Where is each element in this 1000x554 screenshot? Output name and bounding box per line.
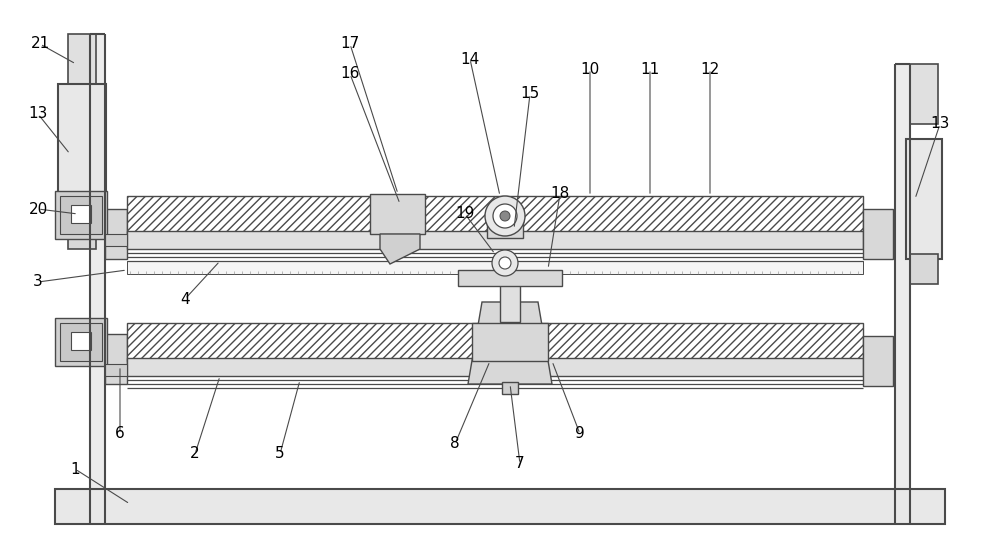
Bar [500,282,520,322]
Polygon shape [468,302,552,384]
Text: 20: 20 [28,202,48,217]
Bar [487,210,523,238]
Bar [863,336,893,386]
Circle shape [492,250,518,276]
Text: 12: 12 [700,61,720,76]
Bar [910,254,938,284]
Bar [472,323,548,361]
Circle shape [499,257,511,269]
Polygon shape [380,234,420,264]
Bar [105,364,127,376]
Text: 8: 8 [450,437,460,452]
Circle shape [500,211,510,221]
Bar [863,209,893,259]
Text: 6: 6 [115,427,125,442]
Bar [502,382,518,394]
Text: 2: 2 [190,447,200,461]
Bar [127,231,863,249]
Text: 1: 1 [70,461,80,476]
Text: 19: 19 [455,207,475,222]
Bar [370,194,425,234]
Text: 11: 11 [640,61,660,76]
Bar [55,489,945,524]
Bar [127,323,863,361]
Text: 21: 21 [30,37,50,52]
Bar [458,270,562,286]
Text: 15: 15 [520,86,540,101]
Bar [71,205,91,223]
Text: 18: 18 [550,187,570,202]
Text: 4: 4 [180,291,190,306]
Bar [910,64,938,124]
Bar [68,34,96,94]
Text: 16: 16 [340,66,360,81]
Bar [127,358,863,376]
Circle shape [485,196,525,236]
Text: 5: 5 [275,447,285,461]
Text: 14: 14 [460,52,480,66]
Bar [55,318,107,366]
Bar [105,334,127,384]
Circle shape [493,204,517,228]
Bar [906,139,942,259]
Bar [55,191,107,239]
Text: 17: 17 [340,37,360,52]
Bar [60,323,102,361]
Text: 13: 13 [930,116,950,131]
Bar [895,64,910,524]
Text: 3: 3 [33,274,43,290]
Bar [105,234,127,246]
Bar [71,332,91,350]
Bar [127,196,863,234]
Bar [105,209,127,259]
Text: 9: 9 [575,427,585,442]
Bar [127,261,863,274]
Text: 13: 13 [28,106,48,121]
Bar [90,34,105,524]
Bar [58,84,106,224]
Bar [60,196,102,234]
Bar [68,219,96,249]
Text: 7: 7 [515,456,525,471]
Text: 10: 10 [580,61,600,76]
